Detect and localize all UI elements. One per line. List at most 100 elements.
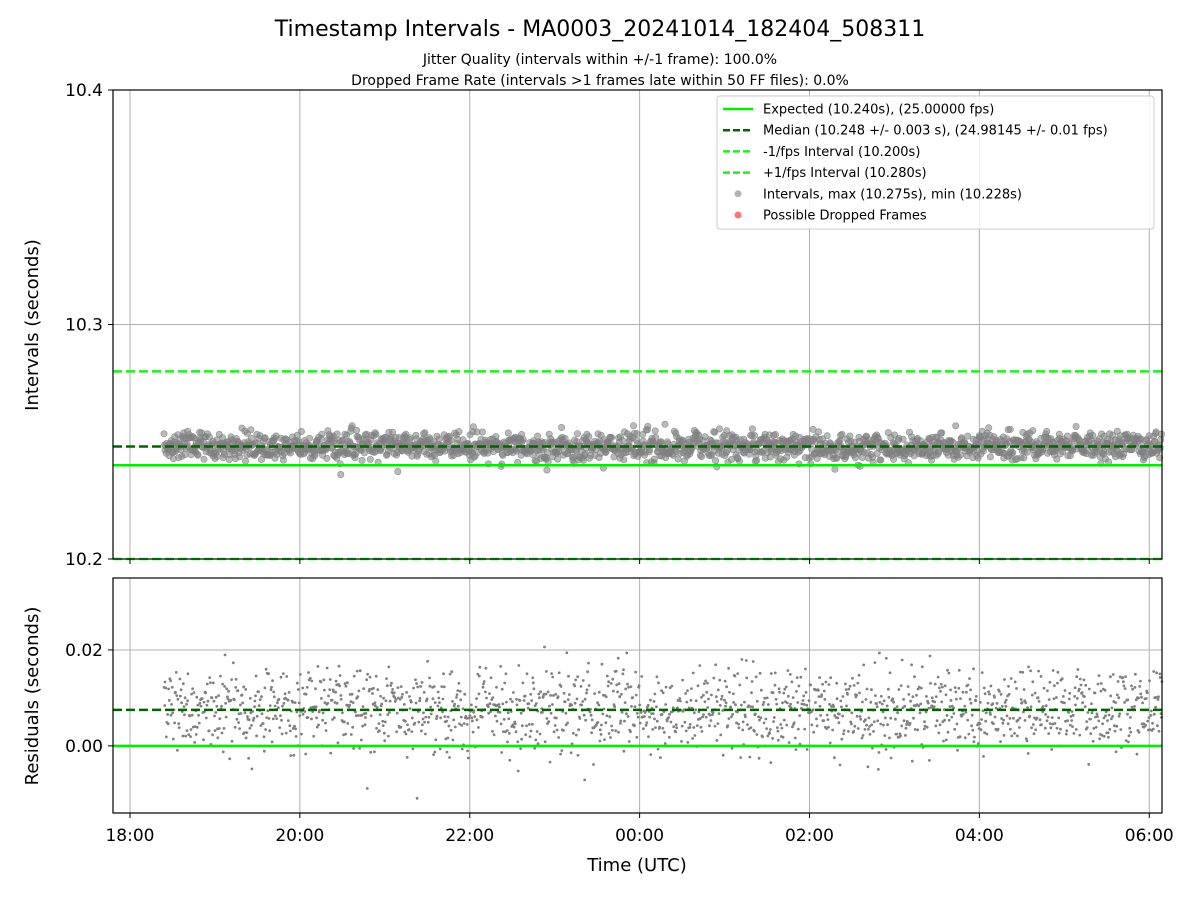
data-point [365, 678, 369, 682]
data-point [653, 717, 656, 721]
data-point [401, 692, 404, 696]
data-point [957, 668, 961, 672]
data-point [934, 724, 938, 728]
data-point [224, 701, 228, 705]
data-point [795, 676, 799, 679]
data-point [936, 675, 940, 679]
data-point [1065, 729, 1069, 733]
data-point [635, 735, 639, 739]
data-point [906, 685, 910, 688]
data-point [328, 678, 332, 681]
data-point [1146, 719, 1150, 723]
data-point [227, 689, 231, 693]
intervals-y-axis-label: Intervals (seconds) [22, 239, 43, 411]
data-point [884, 656, 888, 660]
data-point [886, 723, 889, 727]
legend-marker-swatch [734, 190, 742, 198]
data-point [441, 697, 445, 701]
data-point [569, 751, 573, 755]
data-point [1015, 687, 1018, 690]
data-point [548, 760, 552, 764]
data-point [348, 703, 351, 707]
data-point [213, 729, 217, 732]
data-point [942, 739, 945, 743]
data-point [737, 722, 740, 726]
data-point [1029, 427, 1037, 435]
data-point [1110, 717, 1113, 721]
data-point [988, 692, 991, 696]
data-point [785, 723, 789, 727]
data-point [1099, 689, 1103, 693]
data-point [185, 729, 189, 732]
data-point [859, 717, 863, 721]
data-point [416, 685, 420, 689]
chart-subtitle-dropped: Dropped Frame Rate (intervals >1 frames … [351, 73, 849, 89]
data-point [780, 726, 784, 730]
data-point [842, 729, 846, 732]
data-point [740, 658, 744, 661]
data-point [928, 759, 931, 762]
data-point [1048, 680, 1052, 684]
data-point [777, 687, 781, 691]
data-point [432, 753, 435, 756]
data-point [385, 684, 389, 688]
data-point [174, 671, 178, 674]
data-point [1004, 704, 1008, 708]
data-point [198, 701, 202, 705]
data-point [1123, 687, 1127, 690]
data-point [372, 686, 375, 690]
data-point [1075, 675, 1079, 679]
data-point [559, 752, 562, 756]
data-point [1078, 733, 1082, 737]
data-point [822, 689, 826, 693]
data-point [1056, 681, 1059, 685]
data-point [499, 722, 503, 726]
data-point [255, 734, 258, 738]
data-point [1109, 694, 1113, 698]
data-point [604, 721, 608, 725]
data-point [750, 691, 753, 695]
data-point [235, 717, 239, 721]
data-point [683, 720, 687, 724]
data-point [566, 721, 569, 725]
data-point [435, 717, 438, 720]
data-point [982, 686, 986, 690]
data-point [352, 747, 355, 750]
data-point [1152, 670, 1156, 673]
data-point [267, 717, 271, 720]
data-point [793, 736, 797, 740]
data-point [623, 719, 626, 723]
data-point [730, 746, 734, 750]
data-point [532, 687, 536, 691]
data-point [974, 695, 978, 698]
data-point [702, 682, 706, 685]
data-point [1155, 671, 1158, 675]
data-point [634, 693, 638, 697]
chart-subtitle-jitter: Jitter Quality (intervals within +/-1 fr… [422, 52, 777, 68]
data-point [445, 750, 449, 754]
data-point [225, 687, 229, 691]
data-point [520, 724, 524, 728]
data-point [574, 733, 578, 737]
data-point [1047, 732, 1051, 735]
data-point [983, 692, 987, 696]
data-point [801, 699, 805, 702]
data-point [1130, 684, 1133, 688]
data-point [888, 671, 892, 675]
data-point [236, 689, 240, 692]
data-point [587, 684, 591, 687]
data-point [563, 700, 567, 704]
data-point [762, 721, 766, 725]
data-point [715, 425, 723, 433]
data-point [428, 684, 432, 688]
data-point [614, 729, 618, 733]
data-point [1083, 705, 1087, 709]
data-point [965, 690, 968, 694]
data-point [460, 724, 464, 727]
data-point [437, 696, 441, 700]
data-point [481, 685, 485, 689]
data-point [343, 682, 347, 685]
legend-label: Possible Dropped Frames [763, 209, 927, 224]
data-point [266, 709, 270, 713]
data-point [982, 755, 985, 758]
